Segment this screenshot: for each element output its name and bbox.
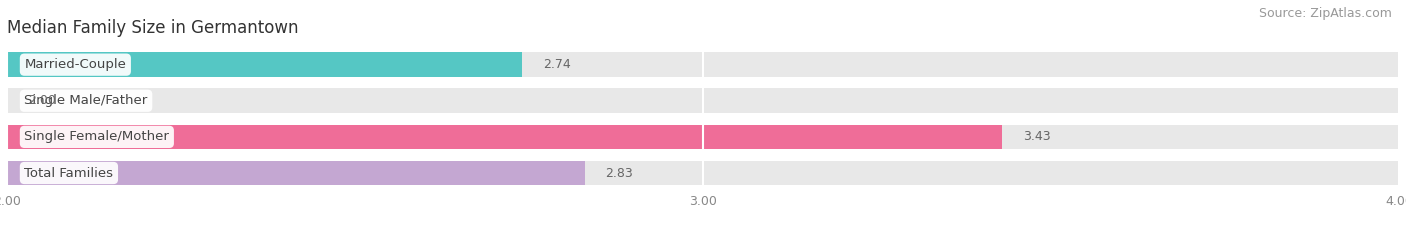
Bar [7, 161, 585, 185]
Bar [7, 125, 1399, 149]
Bar [7, 125, 1002, 149]
Text: Married-Couple: Married-Couple [24, 58, 127, 71]
Text: Median Family Size in Germantown: Median Family Size in Germantown [7, 19, 298, 37]
Text: 3.43: 3.43 [1024, 130, 1050, 143]
Text: Single Female/Mother: Single Female/Mother [24, 130, 169, 143]
Bar [7, 89, 1399, 113]
Bar [7, 52, 522, 77]
Text: Source: ZipAtlas.com: Source: ZipAtlas.com [1258, 7, 1392, 20]
Text: Total Families: Total Families [24, 167, 114, 179]
Text: Single Male/Father: Single Male/Father [24, 94, 148, 107]
Text: 2.74: 2.74 [543, 58, 571, 71]
Bar [7, 52, 1399, 77]
Text: 2.00: 2.00 [28, 94, 56, 107]
Text: 2.83: 2.83 [606, 167, 633, 179]
Bar [7, 161, 1399, 185]
